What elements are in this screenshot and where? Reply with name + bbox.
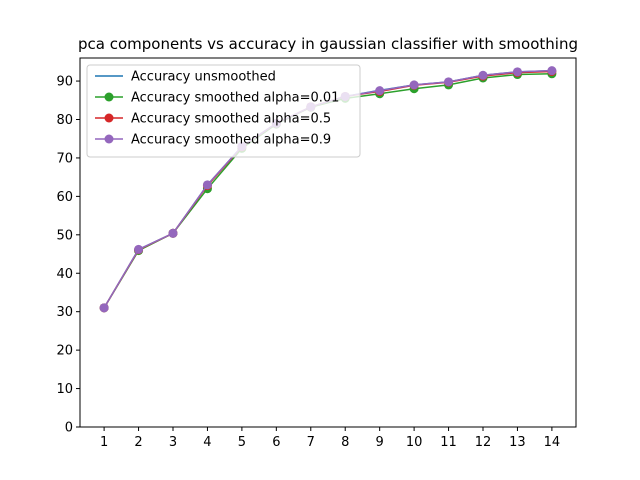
x-tick-label-2: 2 [134,435,142,450]
x-tick-label-13: 13 [509,435,526,450]
legend-marker-1 [104,92,114,102]
x-tick-label-8: 8 [341,435,349,450]
series-3-point-12 [478,70,488,80]
y-tick-label-50: 50 [56,228,73,243]
legend: Accuracy unsmoothed Accuracy smoothed alp… [86,64,361,158]
y-tick-label-0: 0 [65,421,73,436]
x-tick-label-9: 9 [376,435,384,450]
series-3-point-10 [409,80,419,90]
series-3-point-2 [134,244,144,254]
x-tick-label-7: 7 [307,435,315,450]
x-tick-label-12: 12 [475,435,492,450]
x-tick-label-3: 3 [169,435,177,450]
x-tick-label-6: 6 [272,435,280,450]
y-tick-label-80: 80 [56,113,73,128]
series-3-point-4 [202,180,212,190]
x-tick-label-5: 5 [238,435,246,450]
y-tick-label-20: 20 [56,344,73,359]
x-tick-label-14: 14 [544,435,561,450]
legend-box [86,64,361,158]
legend-label-2: Accuracy smoothed alpha=0.5 [131,112,331,127]
legend-marker-2 [104,113,114,123]
y-tick-label-90: 90 [56,75,73,90]
plot-frame [79,57,577,428]
y-tick-label-30: 30 [56,305,73,320]
chart-title: pca components vs accuracy in gaussian c… [78,35,578,53]
series-3-point-1 [99,303,109,313]
series-3-point-11 [444,77,454,87]
x-tick-label-1: 1 [100,435,108,450]
series-3-point-3 [168,228,178,238]
x-tick-label-10: 10 [406,435,423,450]
y-tick-label-60: 60 [56,190,73,205]
series-3-point-9 [375,86,385,96]
x-tick-label-11: 11 [440,435,457,450]
x-tick-label-4: 4 [203,435,211,450]
legend-label-1: Accuracy smoothed alpha=0.01 [131,91,339,106]
y-tick-label-70: 70 [56,151,73,166]
series-3-point-14 [547,66,557,76]
legend-marker-3 [104,134,114,144]
legend-label-0: Accuracy unsmoothed [131,70,276,85]
y-tick-label-10: 10 [56,382,73,397]
legend-label-3: Accuracy smoothed alpha=0.9 [131,133,331,148]
y-tick-label-40: 40 [56,267,73,282]
series-3-point-13 [512,67,522,77]
